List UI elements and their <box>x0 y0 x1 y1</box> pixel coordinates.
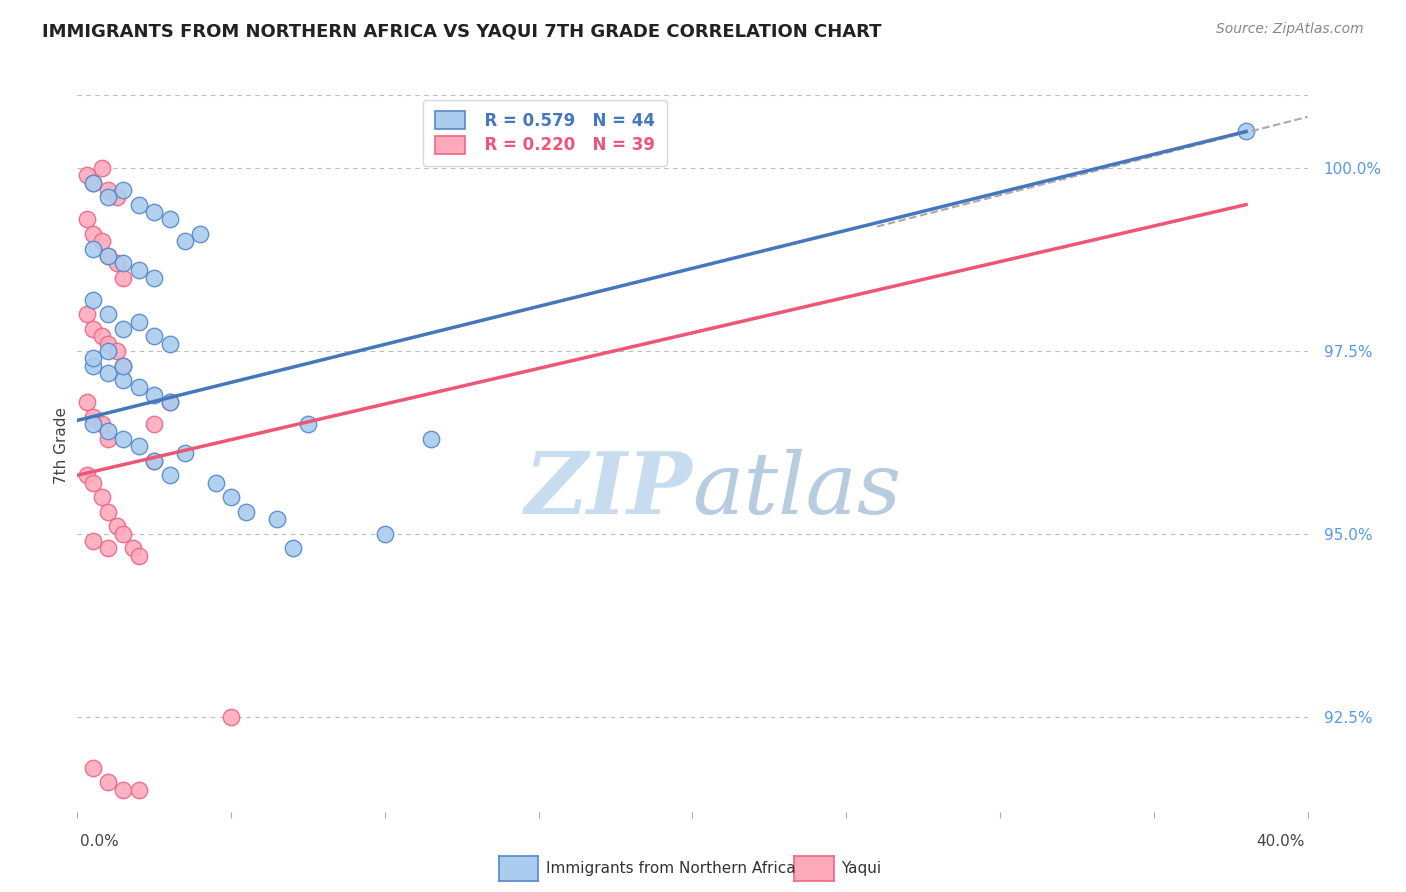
Point <box>159 468 181 483</box>
Point <box>174 234 197 248</box>
Point <box>143 453 166 467</box>
Point <box>82 176 104 190</box>
Point <box>188 227 212 241</box>
Text: Source: ZipAtlas.com: Source: ZipAtlas.com <box>1216 22 1364 37</box>
Point <box>112 782 135 797</box>
Point <box>128 782 150 797</box>
Y-axis label: 7th Grade: 7th Grade <box>53 408 69 484</box>
Point <box>219 709 242 723</box>
Point <box>266 512 288 526</box>
Point <box>76 468 98 483</box>
Point <box>97 775 120 789</box>
Point <box>112 256 135 270</box>
Point <box>97 183 120 197</box>
Point <box>112 432 135 446</box>
Point <box>297 417 319 431</box>
Point <box>128 380 150 394</box>
Point <box>82 417 104 431</box>
Point <box>1234 124 1257 138</box>
Point <box>82 475 104 490</box>
Point <box>97 343 120 358</box>
Point <box>112 322 135 336</box>
Point <box>143 205 166 219</box>
Text: Immigrants from Northern Africa: Immigrants from Northern Africa <box>546 862 796 876</box>
Point <box>76 395 98 409</box>
Point <box>97 541 120 556</box>
Text: 40.0%: 40.0% <box>1257 834 1305 849</box>
Point <box>420 432 443 446</box>
Point <box>97 432 120 446</box>
Text: ZIP: ZIP <box>524 448 693 532</box>
Point <box>82 322 104 336</box>
Point <box>143 329 166 343</box>
Legend:   R = 0.579   N = 44,   R = 0.220   N = 39: R = 0.579 N = 44, R = 0.220 N = 39 <box>423 100 666 166</box>
Point <box>82 227 104 241</box>
Point <box>82 242 104 256</box>
Point <box>128 197 150 211</box>
Point <box>105 256 128 270</box>
Point <box>159 212 181 227</box>
Point <box>97 249 120 263</box>
Point <box>121 541 143 556</box>
Point <box>143 388 166 402</box>
Point <box>128 263 150 277</box>
Point <box>204 475 226 490</box>
Point <box>90 234 114 248</box>
Point <box>82 534 104 549</box>
Point <box>128 439 150 453</box>
Point <box>97 505 120 519</box>
Point <box>143 270 166 285</box>
Point <box>97 307 120 321</box>
Point <box>128 549 150 563</box>
Point <box>97 190 120 204</box>
Point <box>112 373 135 387</box>
Point <box>159 336 181 351</box>
Point <box>90 161 114 175</box>
Point <box>82 351 104 366</box>
Point <box>82 359 104 373</box>
Text: 0.0%: 0.0% <box>80 834 120 849</box>
Point <box>76 169 98 183</box>
Point <box>82 409 104 424</box>
Point <box>97 425 120 439</box>
Text: atlas: atlas <box>693 449 901 532</box>
Point <box>281 541 304 556</box>
Point <box>128 315 150 329</box>
Point <box>112 359 135 373</box>
Point <box>82 761 104 775</box>
Point <box>374 526 396 541</box>
Point <box>76 307 98 321</box>
Point <box>105 519 128 533</box>
Point <box>112 359 135 373</box>
Point <box>90 490 114 504</box>
Text: Yaqui: Yaqui <box>841 862 882 876</box>
Point <box>97 366 120 380</box>
Point <box>159 395 181 409</box>
Text: IMMIGRANTS FROM NORTHERN AFRICA VS YAQUI 7TH GRADE CORRELATION CHART: IMMIGRANTS FROM NORTHERN AFRICA VS YAQUI… <box>42 22 882 40</box>
Point <box>143 453 166 467</box>
Point <box>235 505 257 519</box>
Point <box>112 526 135 541</box>
Point <box>105 190 128 204</box>
Point <box>174 446 197 460</box>
Point <box>82 176 104 190</box>
Point <box>90 417 114 431</box>
Point <box>97 336 120 351</box>
Point <box>82 293 104 307</box>
Point <box>219 490 242 504</box>
Point <box>90 329 114 343</box>
Point <box>112 183 135 197</box>
Point <box>112 270 135 285</box>
Point <box>97 249 120 263</box>
Point <box>143 417 166 431</box>
Point <box>159 395 181 409</box>
Point <box>76 212 98 227</box>
Point <box>105 343 128 358</box>
